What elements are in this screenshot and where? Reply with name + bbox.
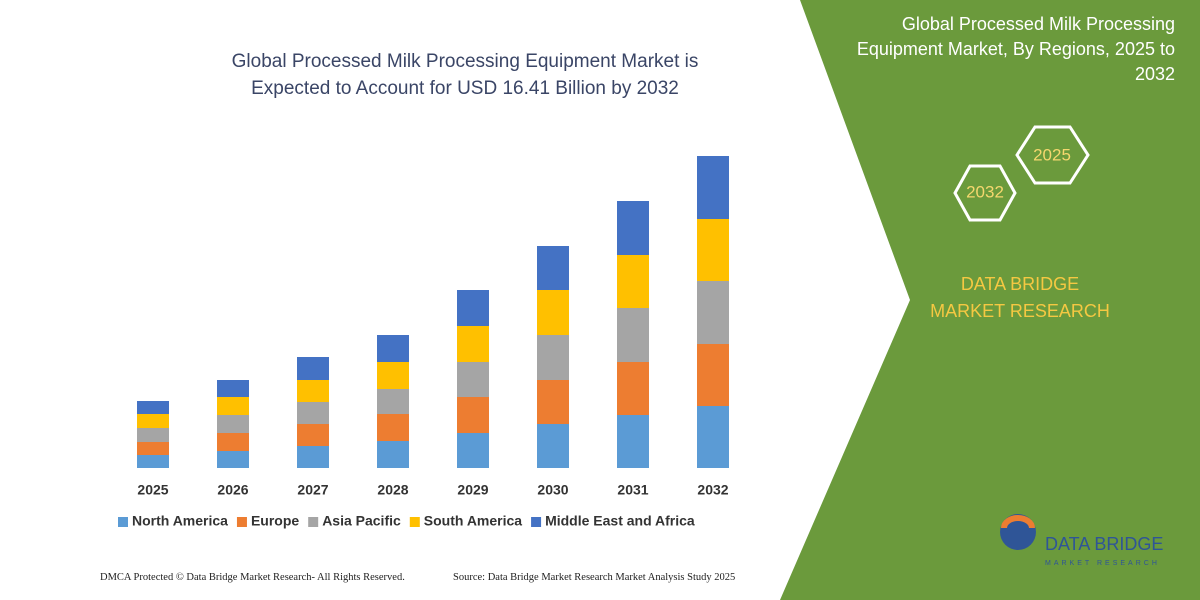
x-tick-label: 2027 (297, 482, 328, 498)
bar-segment (137, 428, 169, 442)
bar-segment (537, 290, 569, 335)
bar-segment (537, 380, 569, 424)
bar-segment (297, 380, 329, 402)
bar-segment (217, 380, 249, 397)
bar-segment (617, 362, 649, 415)
logo-name: DATA BRIDGE (1045, 534, 1163, 554)
bar-segment (137, 414, 169, 428)
bar-segment (697, 406, 729, 468)
legend-label: Middle East and Africa (545, 513, 695, 529)
brand: DATA BRIDGE MARKET RESEARCH (930, 274, 1110, 321)
logo-tagline: MARKET RESEARCH (1045, 560, 1160, 567)
bar-segment (217, 397, 249, 415)
side-panel (780, 0, 1200, 600)
x-tick-label: 2030 (537, 482, 568, 498)
footer-left: DMCA Protected © Data Bridge Market Rese… (100, 572, 405, 583)
bar-segment (377, 389, 409, 414)
x-tick-label: 2032 (697, 482, 728, 498)
bar-segment (697, 344, 729, 406)
bar-segment (137, 401, 169, 414)
legend-label: South America (424, 513, 522, 529)
x-tick-label: 2025 (137, 482, 168, 498)
bar-segment (377, 335, 409, 362)
legend-label: Asia Pacific (322, 513, 401, 529)
x-tick-label: 2028 (377, 482, 408, 498)
bar-segment (217, 415, 249, 433)
hexagon-label: 2025 (1033, 145, 1071, 164)
x-tick-label: 2031 (617, 482, 648, 498)
legend-label: North America (132, 513, 228, 529)
bar-segment (457, 397, 489, 433)
bar-segment (537, 246, 569, 290)
bar-segment (297, 357, 329, 380)
bar-segment (297, 446, 329, 468)
legend-swatch (236, 517, 247, 527)
bar-segment (617, 308, 649, 362)
legend-swatch (409, 517, 420, 527)
bar-segment (537, 424, 569, 468)
chart-title: Global Processed Milk Processing Equipme… (231, 51, 699, 99)
bar-segment (457, 362, 489, 397)
bar-segment (697, 156, 729, 219)
bar-segment (697, 219, 729, 281)
hexagon (953, 164, 1017, 222)
legend-swatch (118, 517, 128, 527)
logo-mark (1001, 515, 1035, 529)
bar-segment (217, 433, 249, 451)
bar-segment (297, 402, 329, 424)
legend-label: Europe (251, 513, 299, 529)
bar-segment (137, 455, 169, 468)
bar-segment (457, 290, 489, 326)
hexagon-label: 2032 (966, 182, 1004, 201)
bar-segment (617, 415, 649, 468)
bar-segment (137, 442, 169, 455)
footer-right: Source: Data Bridge Market Research Mark… (453, 572, 736, 583)
legend-swatch (531, 517, 542, 527)
bar-segment (377, 441, 409, 468)
bar-segment (377, 414, 409, 441)
bar-segment (297, 424, 329, 446)
panel-title: Global Processed Milk Processing Equipme… (856, 14, 1175, 84)
bar-segment (697, 281, 729, 344)
legend-swatch (308, 517, 319, 527)
bar-segment (457, 433, 489, 468)
bar-segment (377, 362, 409, 389)
x-tick-label: 2029 (457, 482, 488, 498)
bar-segment (617, 201, 649, 255)
x-tick-label: 2026 (217, 482, 248, 498)
bar-segment (457, 326, 489, 362)
hexagon (1015, 125, 1090, 185)
bar-segment (537, 335, 569, 380)
bar-segment (617, 255, 649, 308)
bar-segment (217, 451, 249, 468)
